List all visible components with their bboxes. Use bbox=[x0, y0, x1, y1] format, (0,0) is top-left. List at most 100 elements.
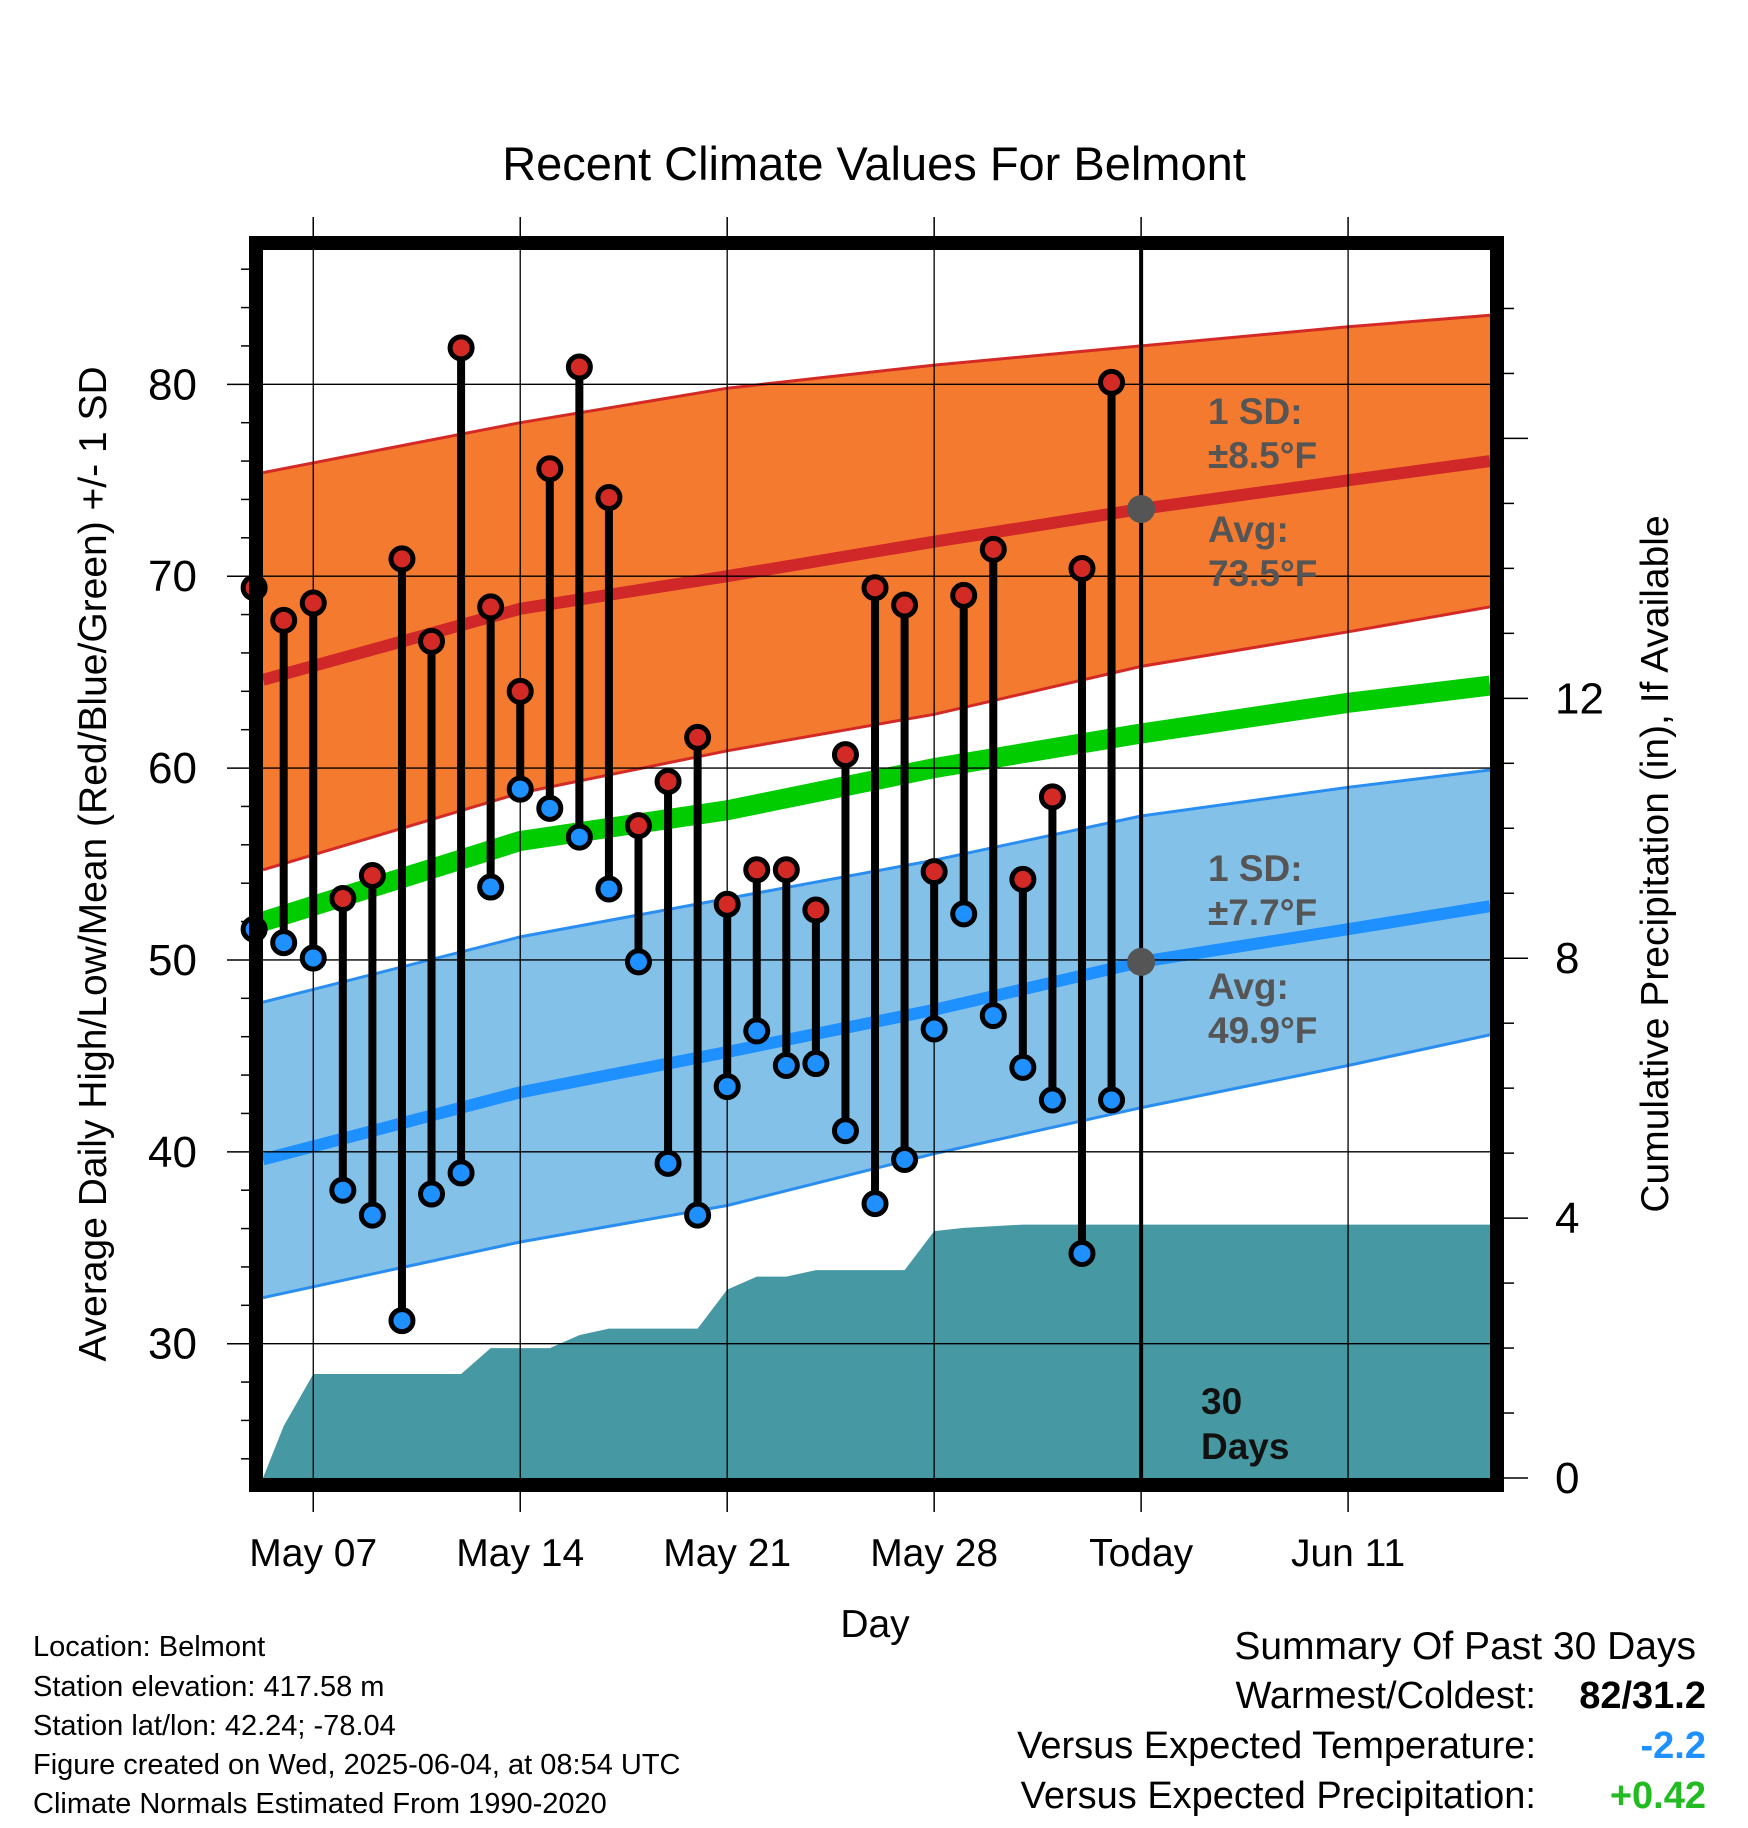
daily-high-point bbox=[979, 535, 1007, 563]
x-tick-label: Jun 11 bbox=[1291, 1532, 1405, 1575]
daily-low-point bbox=[861, 1190, 889, 1218]
daily-low-point bbox=[270, 929, 298, 957]
created-text: Figure created on Wed, 2025-06-04, at 08… bbox=[33, 1749, 681, 1781]
y2-tick-label: 0 bbox=[1555, 1454, 1579, 1503]
elevation-text: Station elevation: 417.58 m bbox=[33, 1671, 385, 1703]
window-days-number: 30 bbox=[1201, 1381, 1242, 1422]
daily-low-point bbox=[1038, 1086, 1066, 1114]
latlon-text: Station lat/lon: 42.24; -78.04 bbox=[33, 1710, 396, 1742]
precip-area bbox=[263, 1224, 1490, 1478]
high-avg-title: Avg: bbox=[1208, 509, 1289, 550]
daily-low-point bbox=[802, 1050, 830, 1078]
daily-high-point bbox=[831, 741, 859, 769]
location-text: Location: Belmont bbox=[33, 1631, 266, 1663]
y-axis-label: Average Daily High/Low/Mean (Red/Blue/Gr… bbox=[72, 366, 115, 1361]
daily-high-point bbox=[861, 574, 889, 602]
high-sd-value: ±8.5°F bbox=[1208, 435, 1317, 476]
x-tick-label: May 28 bbox=[870, 1532, 998, 1575]
y2-axis-label: Cumulative Precipitation (in), If Availa… bbox=[1634, 515, 1677, 1212]
y-tick-label: 60 bbox=[148, 744, 197, 793]
daily-high-point bbox=[270, 606, 298, 634]
daily-high-point bbox=[920, 858, 948, 886]
daily-low-point bbox=[329, 1176, 357, 1204]
daily-low-point bbox=[950, 900, 978, 928]
daily-low-point bbox=[684, 1201, 712, 1229]
daily-low-point bbox=[654, 1149, 682, 1177]
daily-high-point bbox=[684, 723, 712, 751]
summary-heading: Summary Of Past 30 Days bbox=[1234, 1625, 1696, 1668]
window-days-word: Days bbox=[1201, 1426, 1289, 1467]
x-axis-label: Day bbox=[840, 1603, 910, 1646]
high-avg-value: 73.5°F bbox=[1208, 553, 1317, 594]
daily-high-point bbox=[388, 545, 416, 573]
daily-high-point bbox=[447, 334, 475, 362]
daily-low-point bbox=[831, 1117, 859, 1145]
y-tick-label: 70 bbox=[148, 552, 197, 601]
daily-low-point bbox=[595, 875, 623, 903]
y2-tick-label: 8 bbox=[1555, 934, 1579, 983]
warm-cold-value: 82/31.2 bbox=[1579, 1675, 1706, 1717]
annotations: 1 SD: ±8.5°F Avg: 73.5°F 1 SD: ±7.7°F Av… bbox=[1208, 391, 1317, 1051]
window-label: 30 Days bbox=[1201, 1381, 1289, 1467]
low-avg-value: 49.9°F bbox=[1208, 1010, 1317, 1051]
daily-high-point bbox=[624, 812, 652, 840]
daily-low-point bbox=[506, 775, 534, 803]
today-high-normal-marker bbox=[1127, 495, 1156, 524]
warm-cold-row: Warmest/Coldest: 82/31.2 bbox=[1235, 1675, 1706, 1718]
low-avg-title: Avg: bbox=[1208, 966, 1289, 1007]
y-tick-label: 80 bbox=[148, 360, 197, 409]
daily-high-point bbox=[358, 862, 386, 890]
daily-low-point bbox=[920, 1015, 948, 1043]
daily-high-point bbox=[950, 581, 978, 609]
y-tick-label: 40 bbox=[148, 1128, 197, 1177]
daily-high-point bbox=[477, 593, 505, 621]
daily-high-point bbox=[713, 890, 741, 918]
low-sd-title: 1 SD: bbox=[1208, 848, 1303, 889]
today-low-normal-marker bbox=[1127, 947, 1156, 976]
daily-high-point bbox=[1038, 783, 1066, 811]
daily-low-point bbox=[418, 1180, 446, 1208]
temp-value: -2.2 bbox=[1640, 1725, 1706, 1767]
daily-high-point bbox=[743, 856, 771, 884]
x-tick-label: Today bbox=[1089, 1532, 1194, 1575]
daily-low-point bbox=[388, 1307, 416, 1335]
daily-low-point bbox=[979, 1002, 1007, 1030]
daily-high-point bbox=[1068, 555, 1096, 583]
high-sd-title: 1 SD: bbox=[1208, 391, 1303, 432]
x-tick-label: May 07 bbox=[249, 1532, 377, 1575]
precip-value: +0.42 bbox=[1609, 1775, 1706, 1817]
normals-text: Climate Normals Estimated From 1990-2020 bbox=[33, 1788, 607, 1820]
axes: 30 40 50 60 70 80 0 4 8 12 May 07 May 14 May 21 May 2… bbox=[148, 217, 1604, 1575]
daily-high-point bbox=[565, 353, 593, 381]
x-tick-label: May 21 bbox=[663, 1532, 791, 1575]
daily-high-point bbox=[329, 885, 357, 913]
daily-low-point bbox=[536, 794, 564, 822]
daily-low-point bbox=[447, 1159, 475, 1187]
x-tick-label: May 14 bbox=[456, 1532, 584, 1575]
daily-high-point bbox=[802, 896, 830, 924]
plot-frame bbox=[249, 236, 1504, 1492]
daily-low-point bbox=[713, 1073, 741, 1101]
temp-row: Versus Expected Temperature: -2.2 bbox=[1017, 1725, 1706, 1768]
daily-low-point bbox=[772, 1051, 800, 1079]
daily-high-point bbox=[299, 589, 327, 617]
daily-high-point bbox=[772, 856, 800, 884]
low-sd-value: ±7.7°F bbox=[1208, 892, 1317, 933]
precip-label: Versus Expected Precipitation: bbox=[1020, 1775, 1536, 1817]
daily-low-point bbox=[1098, 1086, 1126, 1114]
daily-low-point bbox=[1068, 1240, 1096, 1268]
y-tick-label: 50 bbox=[148, 936, 197, 985]
y2-tick-label: 4 bbox=[1555, 1194, 1579, 1243]
daily-low-point bbox=[299, 944, 327, 972]
daily-low-point bbox=[477, 873, 505, 901]
precip-row: Versus Expected Precipitation: +0.42 bbox=[1021, 1775, 1706, 1818]
daily-high-point bbox=[506, 677, 534, 705]
daily-low-point bbox=[1009, 1053, 1037, 1081]
y-tick-label: 30 bbox=[148, 1320, 197, 1369]
daily-high-point bbox=[536, 455, 564, 483]
daily-high-point bbox=[654, 767, 682, 795]
y2-tick-label: 12 bbox=[1555, 674, 1604, 723]
daily-low-point bbox=[743, 1017, 771, 1045]
daily-low-point bbox=[624, 948, 652, 976]
